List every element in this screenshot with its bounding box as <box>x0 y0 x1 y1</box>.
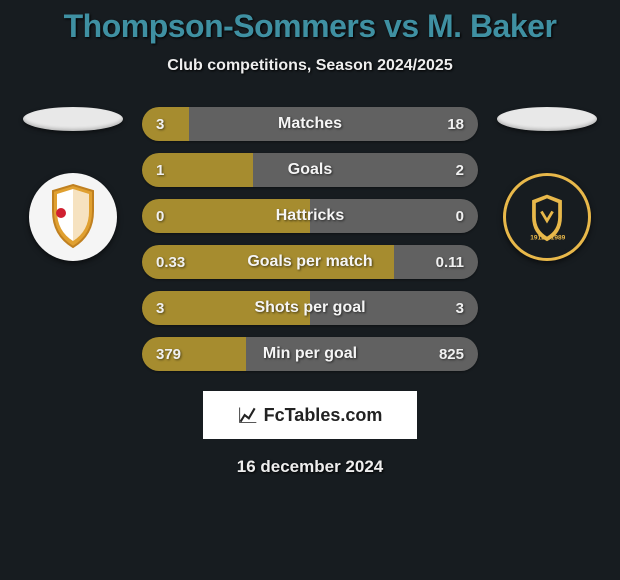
stat-row: 00Hattricks <box>142 199 478 233</box>
stat-label: Shots per goal <box>142 299 478 317</box>
svg-text:1912: 1912 <box>530 234 545 241</box>
stat-row: 12Goals <box>142 153 478 187</box>
stat-row: 0.330.11Goals per match <box>142 245 478 279</box>
stats-column: 318Matches 12Goals 00Hattricks 0.330.11Goal… <box>142 107 478 371</box>
stat-label: Hattricks <box>142 207 478 225</box>
stat-label: Matches <box>142 115 478 133</box>
subtitle: Club competitions, Season 2024/2025 <box>0 57 620 75</box>
stat-row: 379825Min per goal <box>142 337 478 371</box>
left-player-column <box>22 107 124 261</box>
brand-label: FcTables.com <box>264 405 383 426</box>
page-title: Thompson-Sommers vs M. Baker <box>0 0 620 45</box>
right-player-column: 1912 1989 <box>496 107 598 261</box>
club-badge-left <box>29 173 117 261</box>
stat-label: Min per goal <box>142 345 478 363</box>
stat-row: 318Matches <box>142 107 478 141</box>
shield-icon <box>29 173 117 261</box>
svg-text:1989: 1989 <box>551 234 566 241</box>
stat-label: Goals per match <box>142 253 478 271</box>
shield-icon: 1912 1989 <box>506 176 588 258</box>
date-label: 16 december 2024 <box>0 457 620 477</box>
club-badge-right: 1912 1989 <box>503 173 591 261</box>
comparison-content: 318Matches 12Goals 00Hattricks 0.330.11Goal… <box>0 107 620 371</box>
player-oval-left <box>23 107 123 131</box>
player-oval-right <box>497 107 597 131</box>
chart-icon <box>238 405 258 425</box>
stat-row: 33Shots per goal <box>142 291 478 325</box>
brand-badge[interactable]: FcTables.com <box>203 391 417 439</box>
stat-label: Goals <box>142 161 478 179</box>
